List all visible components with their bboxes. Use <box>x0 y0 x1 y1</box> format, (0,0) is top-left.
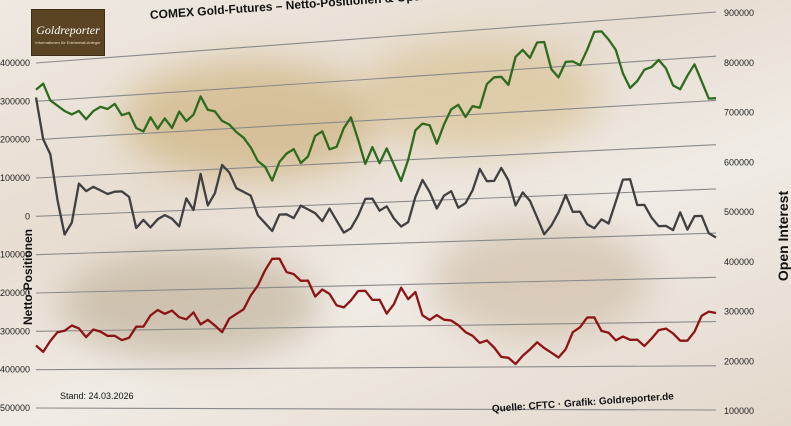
grid-line <box>35 232 717 256</box>
left-axis-label: Netto-Positionen <box>21 229 35 325</box>
left-tick-label: 100000 <box>0 173 30 183</box>
series-line-0 <box>35 30 717 183</box>
right-tick-label: 200000 <box>724 356 754 366</box>
left-tick-label: -500000 <box>0 403 30 413</box>
grid-line <box>35 321 717 332</box>
series-line-1 <box>34 97 717 239</box>
right-axis-ticks: 100000 200000 300000 400000 500000 600000 7000… <box>724 8 754 416</box>
right-tick-label: 600000 <box>724 157 754 167</box>
left-tick-label: 0 <box>25 211 30 221</box>
left-axis-ticks: -500000 -400000 -300000 -200000 -100000 0 1000… <box>0 58 30 413</box>
series-line-2 <box>35 257 717 366</box>
series-lines <box>34 30 717 366</box>
right-tick-label: 800000 <box>724 58 754 68</box>
left-tick-label: 200000 <box>0 135 30 145</box>
logo-goldreporter: Goldreporter Informationen für Edelmetal… <box>31 9 105 56</box>
left-tick-label: -300000 <box>0 326 30 336</box>
grid-line <box>35 407 717 411</box>
right-tick-label: 300000 <box>724 307 754 317</box>
grid-line <box>35 276 717 294</box>
left-tick-label: 400000 <box>0 58 30 68</box>
grid-lines <box>35 11 717 411</box>
left-tick-label: -200000 <box>0 288 30 298</box>
logo-name: Goldreporter <box>36 23 100 37</box>
right-tick-label: 400000 <box>724 257 754 267</box>
right-tick-label: 900000 <box>724 8 754 18</box>
grid-line <box>35 144 717 179</box>
logo-subtitle: Informationen für Edelmetall-Anleger <box>35 40 101 45</box>
grid-line <box>35 99 717 141</box>
right-tick-label: 100000 <box>724 406 754 416</box>
left-tick-label: -100000 <box>0 250 30 260</box>
background-banknote <box>60 250 320 360</box>
stand-date: Stand: 24.03.2026 <box>60 391 134 401</box>
background-gold-bar <box>360 40 600 150</box>
grid-line <box>35 55 717 102</box>
left-tick-label: 300000 <box>0 96 30 106</box>
left-tick-label: -400000 <box>0 365 30 375</box>
right-tick-label: 700000 <box>724 108 754 118</box>
grid-line <box>35 11 717 64</box>
grid-line <box>35 365 717 371</box>
right-axis-label: Open Interest <box>775 190 791 282</box>
right-tick-label: 500000 <box>724 207 754 217</box>
